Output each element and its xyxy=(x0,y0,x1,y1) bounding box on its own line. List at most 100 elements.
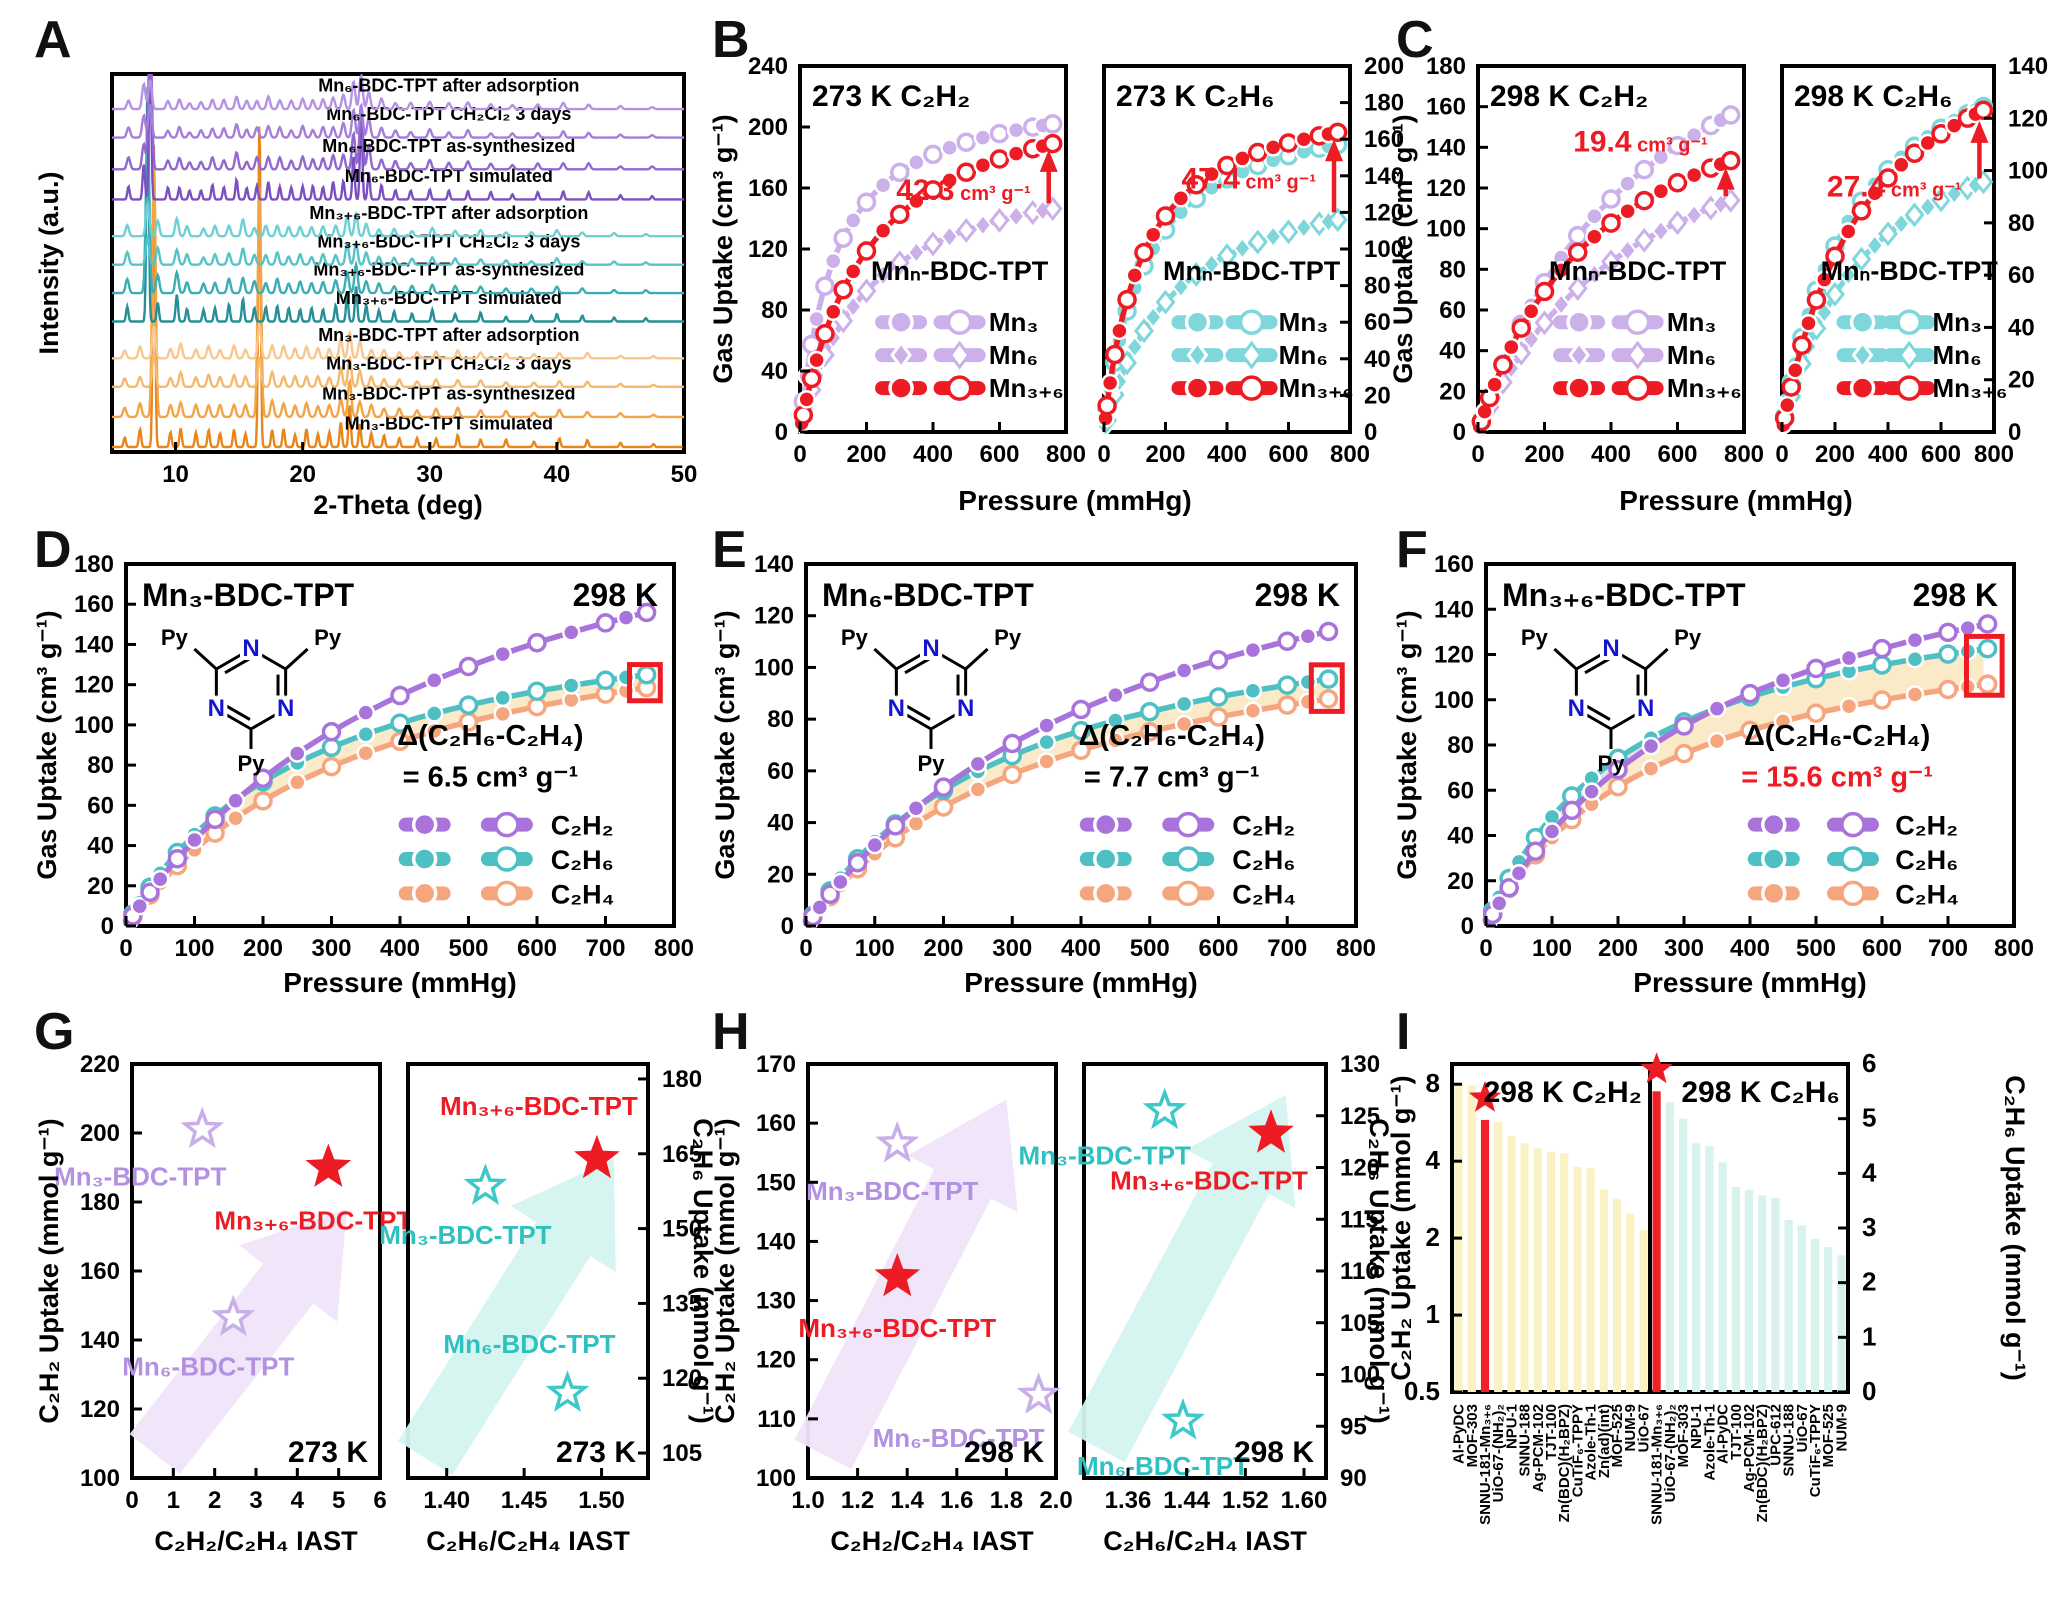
svg-text:120: 120 xyxy=(1434,642,1474,669)
svg-text:Gas Uptake (cm³ g⁻¹): Gas Uptake (cm³ g⁻¹) xyxy=(32,610,62,879)
svg-text:120: 120 xyxy=(1340,1155,1380,1182)
svg-text:C₂H₄: C₂H₄ xyxy=(551,879,615,909)
svg-text:MOF-303: MOF-303 xyxy=(1464,1404,1481,1467)
svg-text:40: 40 xyxy=(1439,338,1466,365)
svg-text:80: 80 xyxy=(87,752,114,779)
svg-text:40: 40 xyxy=(761,358,788,385)
svg-text:C₂H₂/C₂H₄ IAST: C₂H₂/C₂H₄ IAST xyxy=(154,1526,358,1556)
svg-text:TJT-100: TJT-100 xyxy=(1543,1404,1560,1460)
svg-text:Mn₃-BDC-TPT: Mn₃-BDC-TPT xyxy=(806,1176,978,1206)
svg-text:100: 100 xyxy=(1434,687,1474,714)
svg-text:200: 200 xyxy=(1524,441,1564,468)
svg-text:C₂H₆: C₂H₆ xyxy=(1232,845,1295,875)
svg-text:Mn₃₊₆: Mn₃₊₆ xyxy=(1667,373,1742,403)
svg-text:Py: Py xyxy=(1521,625,1549,650)
svg-text:1.60: 1.60 xyxy=(1281,1487,1328,1514)
svg-text:= 7.7 cm³ g⁻¹: = 7.7 cm³ g⁻¹ xyxy=(1084,762,1260,794)
svg-text:Mn₃-BDC-TPT: Mn₃-BDC-TPT xyxy=(379,1220,551,1250)
svg-text:298 K C₂H₆: 298 K C₂H₆ xyxy=(1794,80,1953,113)
svg-text:180: 180 xyxy=(1426,53,1466,80)
svg-text:700: 700 xyxy=(585,935,625,962)
svg-text:200: 200 xyxy=(1364,53,1404,80)
svg-text:298 K: 298 K xyxy=(1913,577,1998,613)
svg-text:20: 20 xyxy=(1447,868,1474,895)
svg-text:220: 220 xyxy=(80,1051,120,1078)
panel-a: A Mn₃-BDC-TPT simulated Mn₃-BDC-TPT as-sy… xyxy=(30,14,706,520)
svg-text:Azole-Th-1: Azole-Th-1 xyxy=(1701,1404,1718,1481)
svg-text:C₂H₆ Uptake (mmol g⁻¹): C₂H₆ Uptake (mmol g⁻¹) xyxy=(1364,1118,1394,1424)
svg-text:500: 500 xyxy=(1796,935,1836,962)
svg-text:Mnₙ-BDC-TPT: Mnₙ-BDC-TPT xyxy=(1163,256,1341,286)
svg-text:Mnₙ-BDC-TPT: Mnₙ-BDC-TPT xyxy=(1549,256,1727,286)
svg-text:80: 80 xyxy=(2008,210,2035,237)
svg-text:Mn₃-BDC-TPT: Mn₃-BDC-TPT xyxy=(54,1162,226,1192)
svg-text:298 K C₂H₂: 298 K C₂H₂ xyxy=(1484,1076,1642,1109)
svg-text:1.2: 1.2 xyxy=(841,1487,874,1514)
svg-text:Gas Uptake (cm³ g⁻¹): Gas Uptake (cm³ g⁻¹) xyxy=(1392,610,1422,879)
svg-text:Zn(ad)(int): Zn(ad)(int) xyxy=(1596,1404,1613,1478)
svg-text:40: 40 xyxy=(1364,346,1391,373)
svg-text:60: 60 xyxy=(1439,297,1466,324)
svg-text:Azole-Th-1: Azole-Th-1 xyxy=(1583,1404,1600,1481)
svg-text:120: 120 xyxy=(1364,199,1404,226)
svg-text:140: 140 xyxy=(1364,163,1404,190)
svg-text:120: 120 xyxy=(748,236,788,263)
svg-text:0: 0 xyxy=(1775,441,1788,468)
svg-text:50: 50 xyxy=(671,461,698,488)
svg-text:100: 100 xyxy=(1532,935,1572,962)
svg-text:80: 80 xyxy=(767,706,794,733)
svg-text:N: N xyxy=(1637,695,1654,722)
svg-text:80: 80 xyxy=(1439,256,1466,283)
svg-text:MOF-525: MOF-525 xyxy=(1609,1404,1626,1467)
svg-text:C₂H₄: C₂H₄ xyxy=(1895,879,1959,909)
svg-text:C₂H₂: C₂H₂ xyxy=(1232,811,1295,841)
svg-text:Mn₃: Mn₃ xyxy=(1933,307,1983,337)
panel-letter-i: I xyxy=(1396,1003,1411,1061)
svg-text:200: 200 xyxy=(80,1120,120,1147)
svg-text:Py: Py xyxy=(918,751,946,776)
svg-text:Mn₃₊₆-BDC-TPT as-synthesized: Mn₃₊₆-BDC-TPT as-synthesized xyxy=(313,260,584,280)
svg-text:30: 30 xyxy=(416,461,443,488)
svg-text:600: 600 xyxy=(1268,441,1308,468)
svg-text:40: 40 xyxy=(767,810,794,837)
svg-text:40: 40 xyxy=(87,833,114,860)
svg-text:115: 115 xyxy=(1340,1206,1379,1233)
svg-text:C₂H₂: C₂H₂ xyxy=(551,811,614,841)
svg-text:200: 200 xyxy=(243,935,283,962)
panel-letter-d: D xyxy=(34,521,72,579)
svg-text:120: 120 xyxy=(754,603,794,630)
svg-text:Mn₃₊₆-BDC-TPT: Mn₃₊₆-BDC-TPT xyxy=(214,1206,412,1236)
svg-text:0.5: 0.5 xyxy=(1404,1376,1440,1406)
svg-text:160: 160 xyxy=(74,591,114,618)
svg-text:20: 20 xyxy=(289,461,316,488)
svg-text:0: 0 xyxy=(2008,419,2021,446)
svg-text:UiO-67-(NH₂)₂: UiO-67-(NH₂)₂ xyxy=(1490,1404,1507,1502)
svg-text:C₂H₄: C₂H₄ xyxy=(1232,879,1296,909)
svg-text:40: 40 xyxy=(1447,823,1474,850)
svg-text:Mn₆-BDC-TPT as-synthesized: Mn₆-BDC-TPT as-synthesized xyxy=(322,136,575,156)
svg-text:0: 0 xyxy=(119,935,132,962)
svg-text:NUM-9: NUM-9 xyxy=(1622,1404,1639,1452)
svg-text:180: 180 xyxy=(74,551,114,578)
panel-letter-e: E xyxy=(712,521,747,579)
svg-text:0: 0 xyxy=(1471,441,1484,468)
svg-text:N: N xyxy=(242,635,259,662)
svg-text:C₂H₂ Uptake (mmol g⁻¹): C₂H₂ Uptake (mmol g⁻¹) xyxy=(34,1118,64,1423)
svg-text:Mn₆: Mn₆ xyxy=(1933,340,1982,370)
svg-text:8: 8 xyxy=(1426,1068,1440,1098)
svg-text:600: 600 xyxy=(517,935,557,962)
svg-text:UPC-612: UPC-612 xyxy=(1767,1404,1784,1466)
svg-text:200: 200 xyxy=(846,441,886,468)
svg-text:42.3 cm³ g⁻¹: 42.3 cm³ g⁻¹ xyxy=(896,174,1031,207)
svg-text:1.36: 1.36 xyxy=(1105,1487,1152,1514)
svg-text:0: 0 xyxy=(1862,1376,1876,1406)
svg-text:1.44: 1.44 xyxy=(1163,1487,1210,1514)
panel-letter-g: G xyxy=(34,1003,75,1061)
svg-text:160: 160 xyxy=(1434,551,1474,578)
svg-text:CuTiF₆-TPPY: CuTiF₆-TPPY xyxy=(1807,1404,1824,1497)
svg-text:2: 2 xyxy=(208,1487,221,1514)
svg-text:6: 6 xyxy=(373,1487,386,1514)
svg-text:N: N xyxy=(922,635,939,662)
